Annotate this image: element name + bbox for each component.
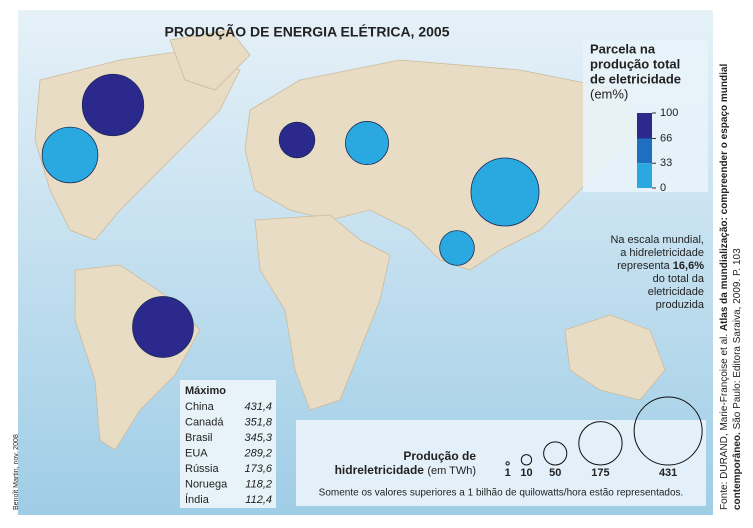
size-label: 50 [549,467,561,479]
max-country: Canadá [185,416,224,428]
size-legend-title: hidreletricidade (em TWh) [335,463,476,477]
size-circle [520,454,533,466]
size-label: 1 [505,467,511,479]
max-country: Índia [185,493,210,506]
title: PRODUÇÃO DE ENERGIA ELÉTRICA, 2005 [165,23,450,40]
size-label: 10 [520,467,532,479]
bubble [470,157,540,227]
max-country: Rússia [185,463,220,475]
bubbles [41,73,540,358]
share-band [637,113,652,139]
share-tick-label: 0 [660,182,666,194]
max-value: 351,8 [244,416,272,428]
share-tick-label: 33 [660,157,672,169]
max-country: Noruega [185,478,228,490]
max-value: 173,6 [244,463,272,475]
bubble [278,121,316,159]
share-tick-label: 100 [660,107,678,119]
max-country: EUA [185,447,208,459]
note-line: Na escala mundial, [610,234,704,246]
max-value: 112,4 [245,494,272,506]
footnote: Somente os valores superiores a 1 bilhão… [319,488,684,499]
note-emphasis: 16,6% [673,260,704,272]
share-tick-label: 66 [660,132,672,144]
source-plain: Fonte: DURAND, Marie-Françoise et al. [719,331,730,510]
max-value: 431,4 [244,401,272,413]
note-text: representa [617,260,670,272]
note-line: do total da [653,273,705,285]
size-legend-title: Produção de [403,449,476,463]
max-value: 345,3 [244,432,272,444]
note: Na escala mundial,a hidreletricidaderepr… [610,234,704,311]
share-legend-title: (em%) [590,86,628,101]
note-line: a hidreletricidade [620,247,704,259]
bubble [41,126,99,184]
source-bold: contemporâneo. [732,432,743,510]
max-heading: Máximo [185,385,226,397]
size-legend-box [296,420,706,506]
max-country: Brasil [185,432,213,444]
size-label: 175 [591,467,609,479]
source-line-1: Fonte: DURAND, Marie-Françoise et al. At… [719,64,730,510]
size-legend-bold: hidreletricidade [335,463,425,477]
source-plain: São Paulo: Editora Saraiva, 2009. P. 103 [732,248,743,432]
bubble [81,73,145,137]
source-line-2: contemporâneo. São Paulo: Editora Saraiv… [732,248,743,510]
size-legend-unit: (em TWh) [427,465,476,477]
credit: Benoît Martin, nov. 2008 [13,434,20,510]
max-table: Máximo China 431,4 Canadá 351,8 Brasil 345,3 EU… [185,385,273,506]
bubble [132,296,194,358]
max-value: 289,2 [243,447,272,459]
share-band [637,138,652,164]
max-country: China [185,401,215,413]
note-line: representa 16,6% [617,260,704,272]
share-legend-title: produção total [590,56,680,71]
note-line: produzida [656,299,705,311]
size-circle [505,461,510,466]
size-circle [633,396,703,466]
size-circle [543,441,568,466]
size-circle [578,421,623,466]
share-legend-title: Parcela na [590,41,656,56]
bubble [345,121,389,165]
share-band [637,163,652,188]
max-box [180,380,276,508]
max-value: 118,2 [245,478,272,490]
note-line: eletricidade [648,286,704,298]
source-bold: Atlas da mundialização: compreender o es… [719,64,730,332]
size-label: 431 [659,467,677,479]
bubble [439,230,475,266]
share-legend-title: de eletricidade [590,71,681,86]
